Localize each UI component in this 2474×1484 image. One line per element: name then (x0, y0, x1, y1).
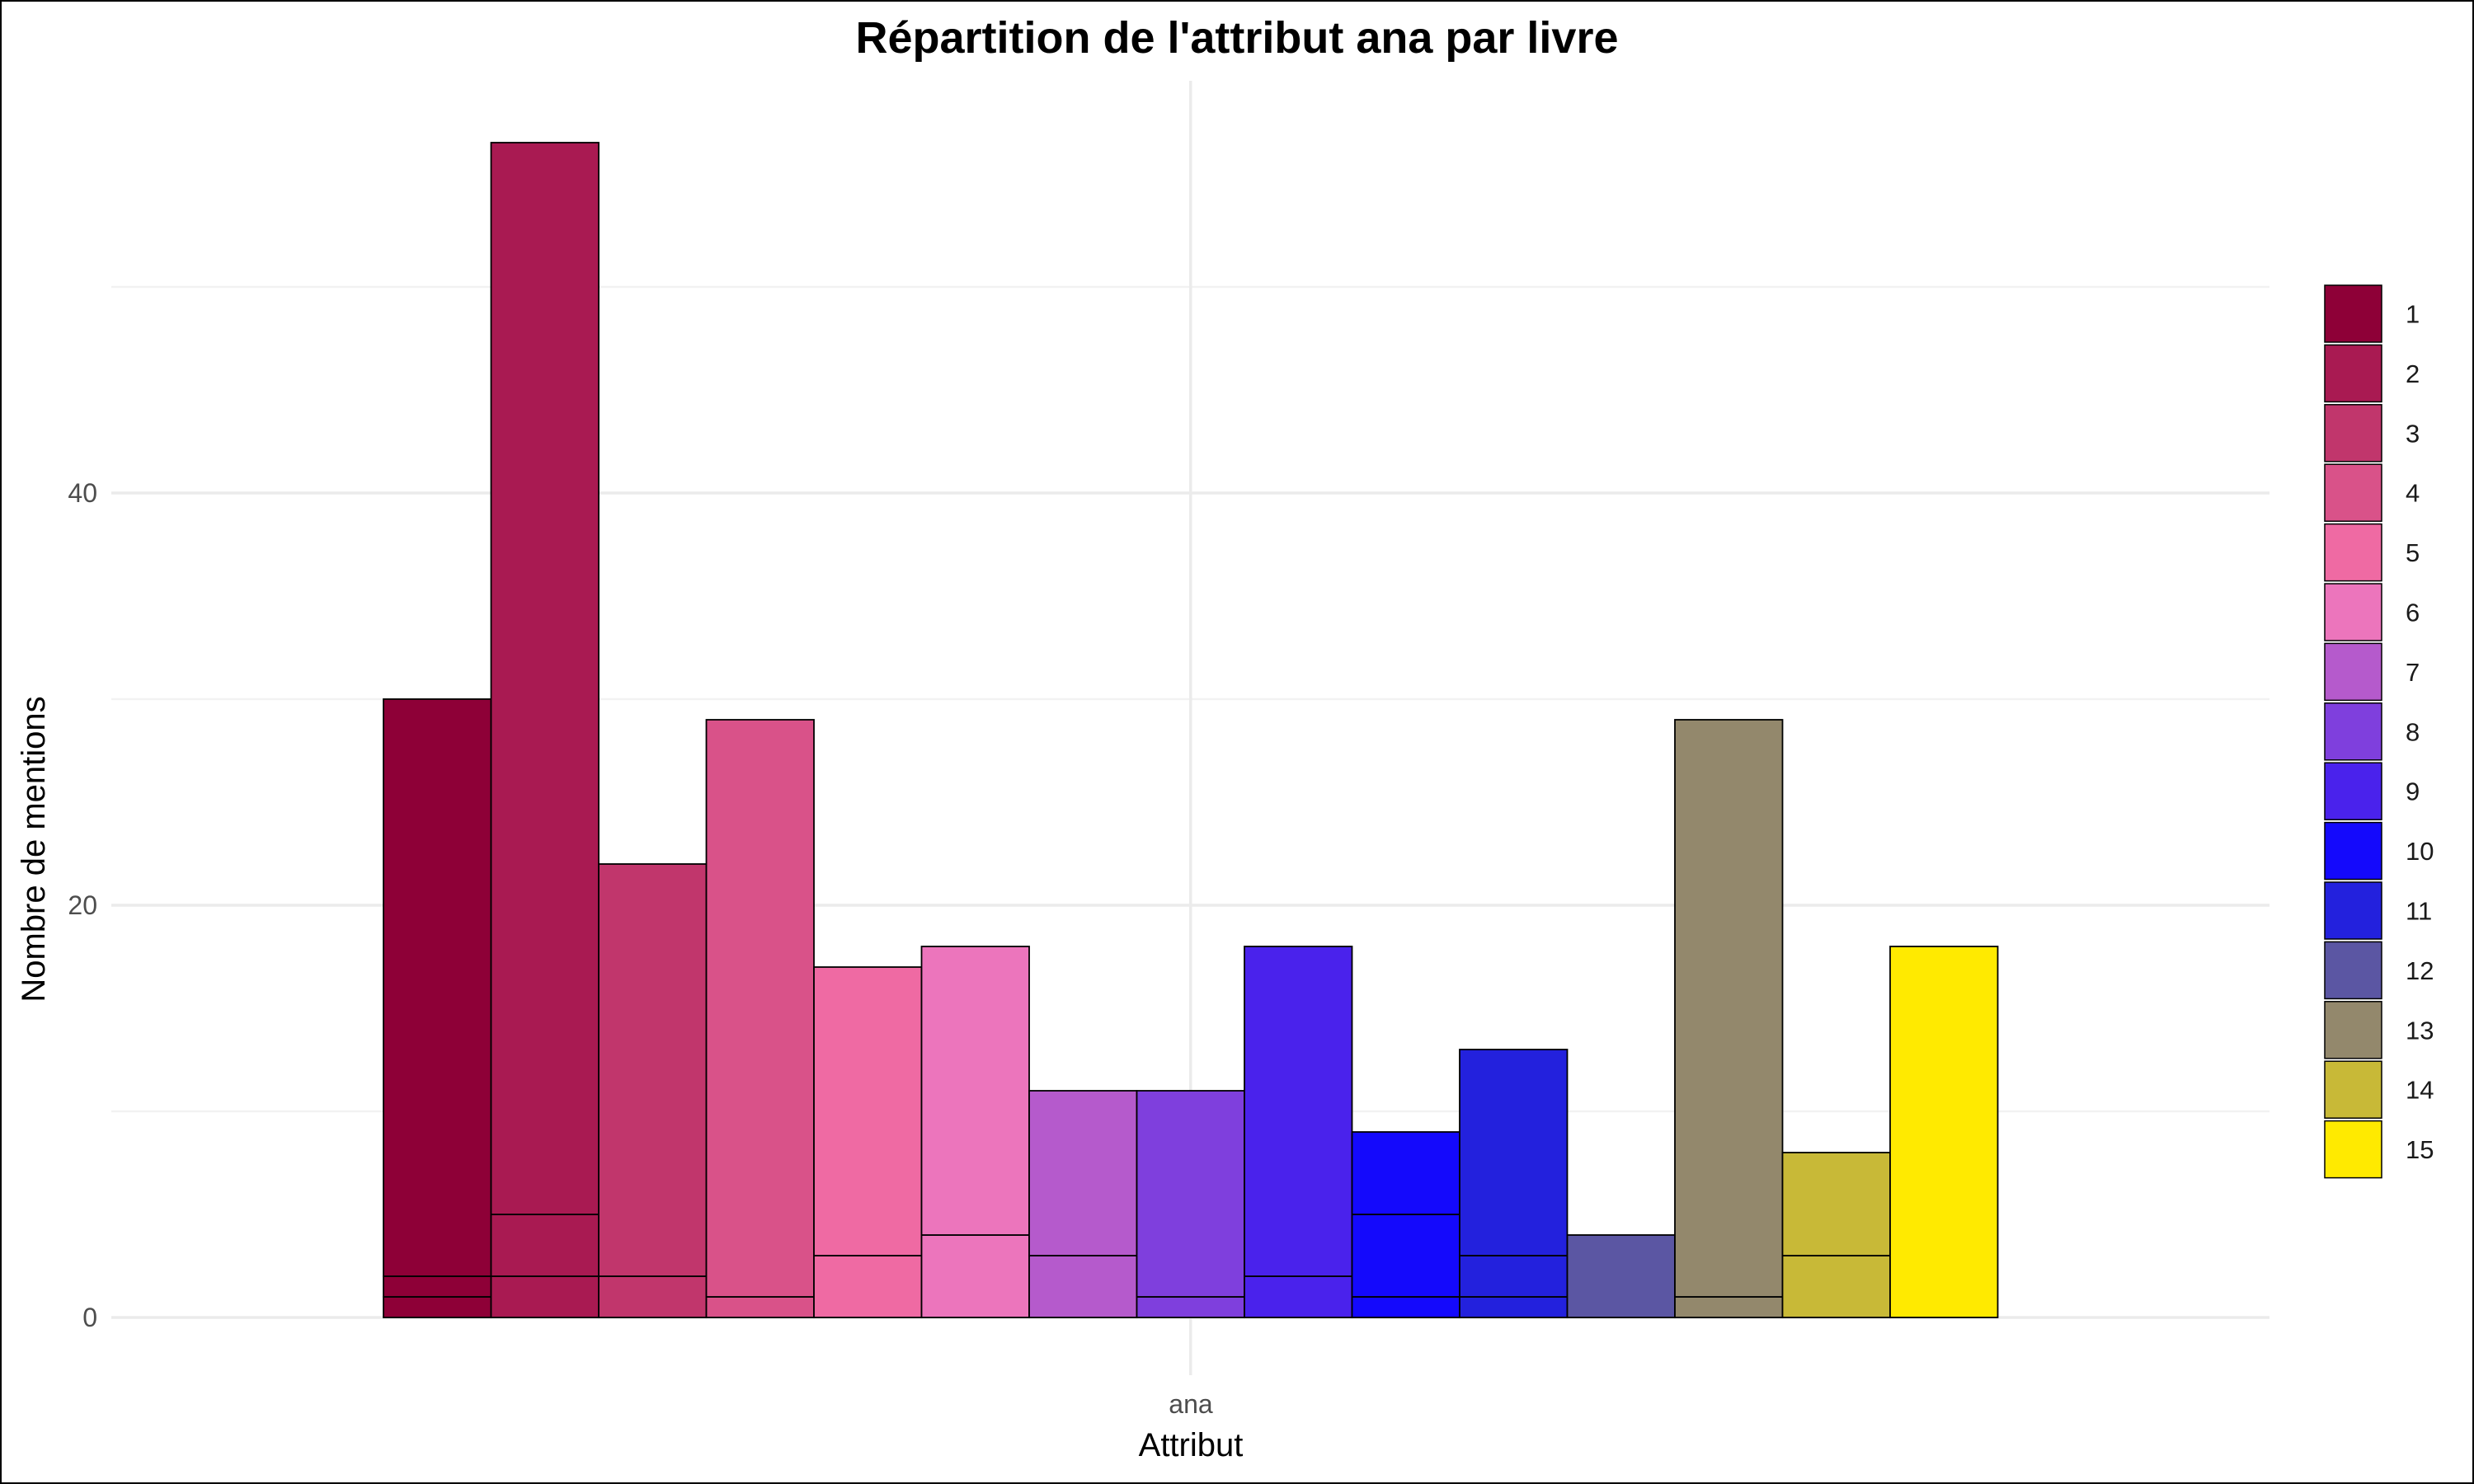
bar-segment-2 (490, 1214, 600, 1277)
bar-segment-8 (1136, 1090, 1245, 1298)
legend-label-10: 10 (2406, 837, 2434, 866)
legend-key-8 (2324, 702, 2382, 761)
legend-key-9 (2324, 762, 2382, 820)
legend-key-13 (2324, 1001, 2382, 1059)
bar-segment-6 (920, 946, 1030, 1236)
y-tick-label: 0 (82, 1303, 97, 1332)
legend-label-4: 4 (2406, 479, 2420, 508)
bar-segment-9 (1244, 1275, 1353, 1318)
x-axis-title: Attribut (1139, 1427, 1244, 1463)
bar-segment-7 (1028, 1255, 1138, 1318)
legend-key-3 (2324, 404, 2382, 463)
legend-key-2 (2324, 344, 2382, 403)
bar-segment-10 (1351, 1214, 1460, 1298)
bar-segment-4 (705, 1296, 815, 1318)
bar-segment-1 (383, 698, 492, 1277)
legend-label-9: 9 (2406, 777, 2420, 806)
y-tick-label: 20 (68, 890, 97, 920)
bar-segment-6 (920, 1234, 1030, 1318)
x-tick-label-ana: ana (1169, 1389, 1213, 1419)
legend-label-6: 6 (2406, 599, 2420, 627)
legend-key-14 (2324, 1060, 2382, 1119)
bar-segment-12 (1566, 1234, 1676, 1318)
legend-key-1 (2324, 284, 2382, 343)
bars-group (383, 142, 1999, 1318)
bar-segment-14 (1781, 1255, 1891, 1318)
bar-segment-9 (1244, 946, 1353, 1277)
bar-segment-4 (705, 719, 815, 1298)
bar-segment-1 (383, 1275, 492, 1298)
bar-segment-3 (598, 1275, 708, 1318)
legend-label-15: 15 (2406, 1135, 2434, 1164)
legend-label-14: 14 (2406, 1076, 2434, 1105)
bar-segment-5 (813, 1255, 923, 1318)
legend-key-5 (2324, 523, 2382, 582)
legend-label-13: 13 (2406, 1016, 2434, 1045)
chart-title: Répartition de l'attribut ana par livre (855, 13, 1618, 63)
legend-label-7: 7 (2406, 658, 2420, 687)
legend-key-15 (2324, 1120, 2382, 1179)
legend-key-12 (2324, 941, 2382, 1000)
legend-label-3: 3 (2406, 419, 2420, 448)
bar-segment-11 (1459, 1296, 1569, 1318)
bar-segment-8 (1136, 1296, 1245, 1318)
legend-label-8: 8 (2406, 717, 2420, 746)
bar-segment-14 (1781, 1152, 1891, 1256)
y-axis-title: Nombre de mentions (16, 696, 52, 1002)
bar-segment-7 (1028, 1090, 1138, 1256)
bar-segment-10 (1351, 1131, 1460, 1215)
bar-segment-15 (1889, 946, 1999, 1318)
bar-segment-3 (598, 863, 708, 1277)
legend-key-11 (2324, 881, 2382, 940)
bar-segment-11 (1459, 1049, 1569, 1256)
legend-label-2: 2 (2406, 359, 2420, 388)
legend-label-12: 12 (2406, 956, 2434, 985)
bar-segment-2 (490, 1275, 600, 1318)
bar-segment-13 (1674, 1296, 1784, 1318)
legend-label-5: 5 (2406, 538, 2420, 567)
bar-segment-11 (1459, 1255, 1569, 1298)
legend-label-1: 1 (2406, 300, 2420, 329)
bar-segment-1 (383, 1296, 492, 1318)
y-tick-labels: 0 20 40 (68, 478, 97, 1332)
legend-key-6 (2324, 583, 2382, 641)
legend-key-7 (2324, 642, 2382, 702)
bar-segment-13 (1674, 719, 1784, 1298)
bar-segment-5 (813, 966, 923, 1256)
bar-segment-2 (490, 142, 600, 1215)
bar-segment-10 (1351, 1296, 1460, 1318)
legend-key-10 (2324, 821, 2382, 881)
legend-label-11: 11 (2406, 897, 2432, 926)
legend-key-4 (2324, 463, 2382, 522)
y-tick-label: 40 (68, 478, 97, 508)
